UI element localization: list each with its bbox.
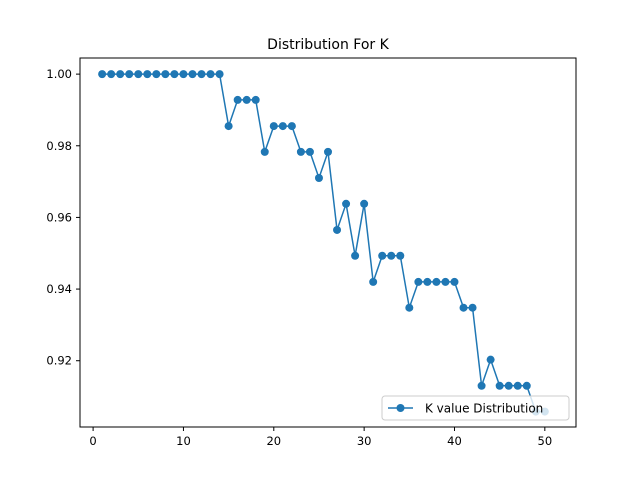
chart-title: Distribution For K	[267, 37, 389, 53]
data-point	[423, 277, 432, 286]
data-point	[342, 199, 351, 208]
data-point	[134, 70, 143, 79]
data-point	[369, 277, 378, 286]
data-point	[242, 95, 251, 104]
data-point	[513, 381, 522, 390]
data-point	[360, 199, 369, 208]
data-point	[116, 70, 125, 79]
data-point	[305, 147, 314, 156]
legend: K value Distribution	[381, 395, 570, 421]
data-point	[197, 70, 206, 79]
data-point	[486, 355, 495, 364]
y-tick-label: 1.00	[46, 67, 72, 81]
data-point	[522, 381, 531, 390]
data-point	[278, 122, 287, 131]
data-point	[324, 147, 332, 156]
data-point	[387, 251, 396, 260]
data-point	[170, 70, 179, 79]
y-tick-label: 0.96	[46, 210, 72, 224]
data-point	[179, 70, 188, 79]
plot-series-layer	[98, 70, 549, 416]
data-point	[333, 225, 342, 234]
data-point	[233, 95, 242, 104]
y-tick-label: 0.92	[46, 354, 72, 368]
x-tick-label: 40	[447, 434, 462, 448]
data-point	[351, 251, 360, 260]
data-point	[188, 70, 197, 79]
data-point	[477, 381, 486, 390]
data-point	[251, 95, 260, 104]
data-point	[260, 147, 269, 156]
data-point	[459, 303, 468, 312]
plot-frame	[79, 57, 577, 428]
x-tick-label: 20	[266, 434, 281, 448]
data-point	[314, 174, 323, 183]
axes-layer: 0 10 20 30 40 50 0.92 0.94 0.96 0.98 1.00	[46, 67, 552, 448]
legend-box	[381, 395, 570, 421]
data-point	[468, 303, 477, 312]
data-point	[143, 70, 152, 79]
data-point	[98, 70, 107, 79]
data-point	[495, 381, 504, 390]
data-point	[441, 277, 450, 286]
data-point	[215, 70, 224, 79]
data-point	[269, 122, 278, 131]
data-point	[287, 122, 296, 131]
legend-marker-swatch	[396, 404, 405, 412]
data-point	[378, 251, 387, 260]
x-tick-label: 10	[176, 434, 191, 448]
data-point	[405, 303, 414, 312]
x-tick-label: 30	[357, 434, 372, 448]
data-point	[414, 277, 423, 286]
legend-label: K value Distribution	[425, 402, 543, 416]
data-point	[152, 70, 161, 79]
data-point	[450, 277, 459, 286]
data-point	[107, 70, 116, 79]
data-point	[504, 381, 513, 390]
y-tick-label: 0.94	[46, 282, 72, 296]
x-tick-label: 50	[538, 434, 553, 448]
data-point	[224, 122, 233, 131]
y-tick-label: 0.98	[46, 139, 72, 153]
data-point	[396, 251, 405, 260]
x-tick-label: 0	[89, 434, 96, 448]
data-point	[432, 277, 441, 286]
data-point	[206, 70, 215, 79]
data-point	[161, 70, 170, 79]
data-point	[296, 147, 305, 156]
data-point	[125, 70, 134, 79]
